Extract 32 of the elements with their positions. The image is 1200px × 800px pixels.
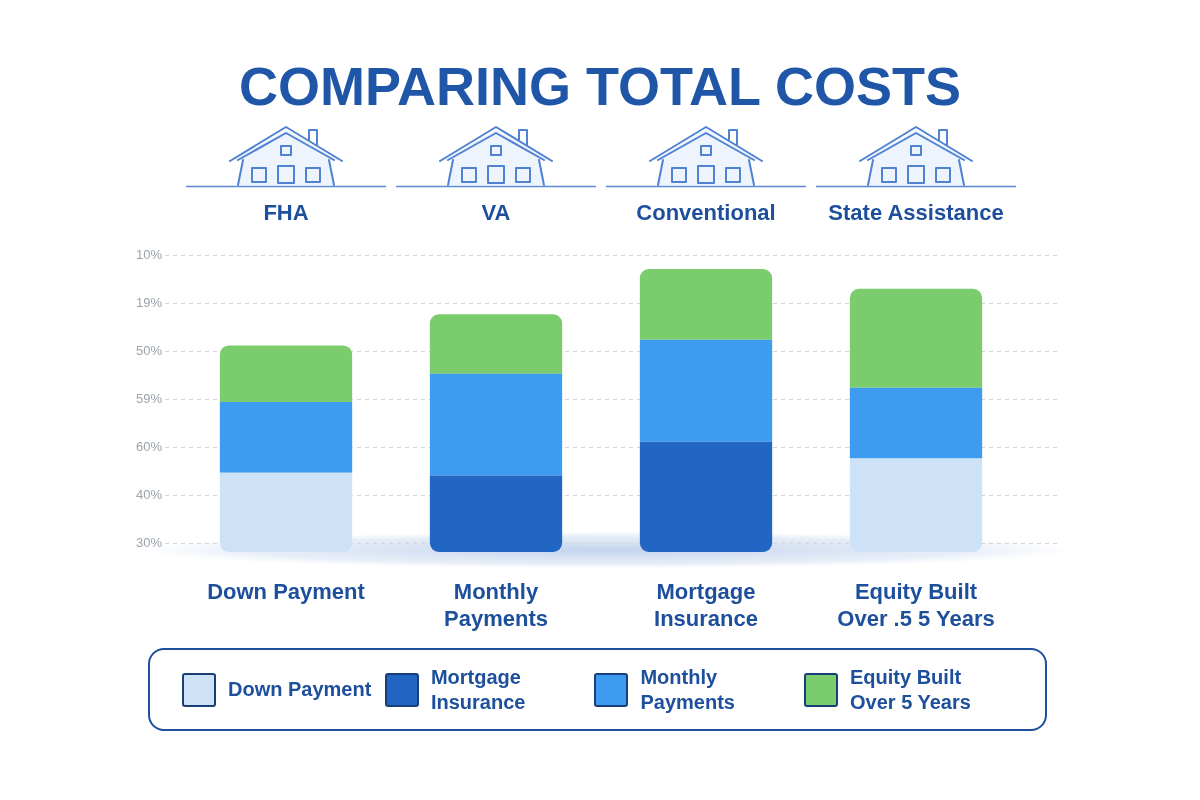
text: 59% — [134, 391, 162, 407]
x-tick-label: FHA — [263, 199, 309, 225]
text: 50% — [134, 343, 162, 359]
bar — [219, 345, 353, 403]
bar — [849, 387, 983, 459]
text: 40% — [134, 487, 162, 503]
bar — [849, 288, 983, 388]
bar — [429, 373, 563, 476]
text: Monthly Payments — [443, 578, 549, 632]
legend-label: Mortgage Insurance — [430, 664, 527, 715]
bar — [639, 441, 773, 552]
text: Mortgage Insurance — [653, 578, 759, 632]
text: 30% — [134, 535, 162, 551]
bar — [639, 269, 773, 340]
text: 19% — [134, 295, 162, 311]
x-tick-label: State Assistance — [828, 199, 1004, 225]
legend-label: Monthly Payments — [640, 664, 736, 715]
text: 10% — [134, 247, 162, 263]
x-tick-label: VA — [481, 199, 511, 225]
x-tick-label: Conventional — [636, 199, 776, 225]
bar — [219, 472, 353, 552]
bar — [849, 458, 983, 552]
text: Down Payment — [206, 578, 366, 605]
bar — [429, 314, 563, 374]
text: Equity Built Over .5 5 Years — [836, 578, 996, 632]
bar — [219, 402, 353, 473]
text: 60% — [134, 439, 162, 455]
bar — [429, 475, 563, 552]
chart-title: COMPARING TOTAL COSTS — [238, 55, 962, 118]
bar — [639, 339, 773, 442]
legend-label: Down Payment — [228, 677, 372, 702]
legend-label: Equity Built Over 5 Years — [850, 664, 972, 715]
